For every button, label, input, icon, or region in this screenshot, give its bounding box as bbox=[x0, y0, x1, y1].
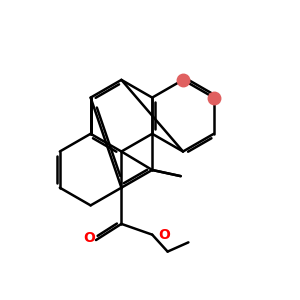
Text: O: O bbox=[158, 228, 170, 242]
Text: O: O bbox=[83, 231, 95, 245]
